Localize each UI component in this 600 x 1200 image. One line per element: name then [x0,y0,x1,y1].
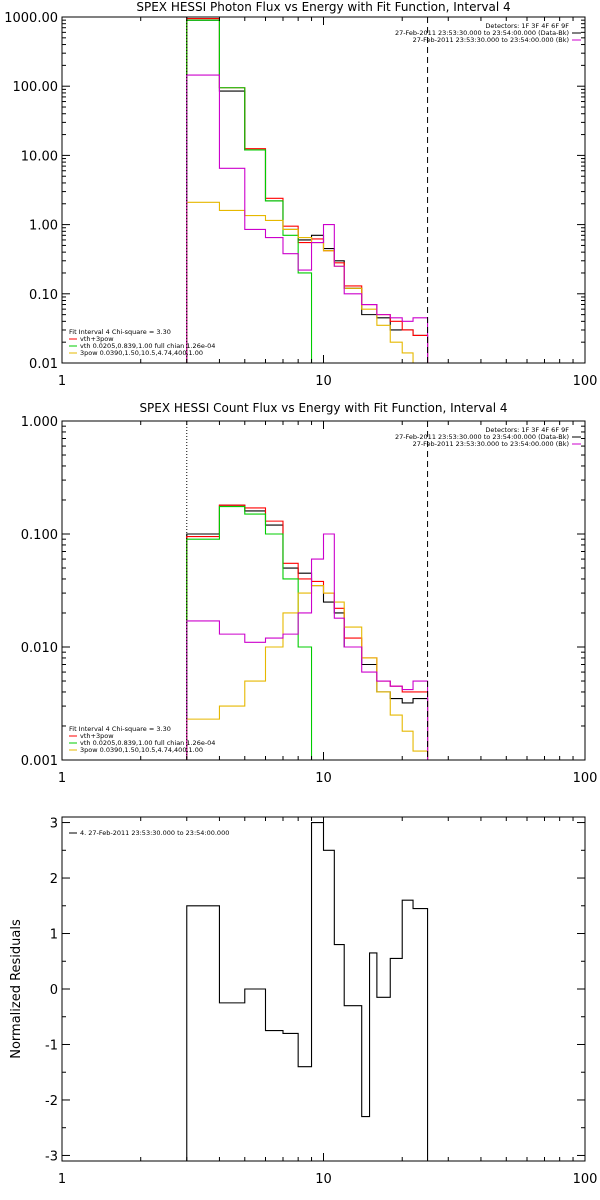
x-tick-label: 1 [58,1172,66,1187]
header-line-2: 27-Feb-2011 23:53:30.000 to 23:54:00.000… [395,29,569,37]
y-tick-label: 0.01 [29,357,58,372]
x-tick-label: 10 [315,374,332,389]
series-group [186,17,429,363]
series-line-1 [186,19,429,363]
y-tick-label: 1000.00 [4,11,58,26]
series-line-1 [186,822,429,1161]
legend-entry-3: vth 0.0205,0.839,1.00 full chian 1.26e-0… [80,342,215,350]
series-line-2 [186,504,429,760]
series-line-4 [186,584,429,760]
y-tick-label: 1.00 [29,219,58,234]
legend-entry-2: vth+3pow [80,335,114,343]
chart-panel-1: SPEX HESSI Photon Flux vs Energy with Fi… [4,0,597,389]
series-line-5 [186,533,429,760]
y-tick-label: 10.00 [21,149,58,164]
y-tick-label: 2 [50,872,58,887]
y-tick-label: 0.100 [21,528,58,543]
chart-title: SPEX HESSI Count Flux vs Energy with Fit… [139,401,507,415]
legend-entry-2: vth+3pow [80,732,114,740]
legend-entry-1: Fit Interval 4 Chi-square = 3.30 [69,328,171,336]
y-tick-label: 1.000 [21,415,58,430]
header-line-1: Detectors: 1F 3F 4F 6F 9F [485,426,569,434]
header-line-1: Detectors: 1F 3F 4F 6F 9F [485,22,569,30]
plot-frame [61,16,586,364]
y-tick-label: 100.00 [13,80,59,95]
x-tick-label: 100 [573,771,598,786]
x-tick-label: 10 [315,1172,332,1187]
series-line-4 [186,201,414,363]
series-group [186,822,429,1161]
y-tick-label: 0.001 [21,754,58,769]
y-tick-label: 3 [50,817,58,832]
header-line-3: 27-Feb-2011 23:53:30.000 to 23:54:00.000… [413,36,569,44]
header-line-3: 27-Feb-2011 23:53:30.000 to 23:54:00.000… [413,440,569,448]
y-tick-label: -3 [45,1149,58,1164]
chart-panel-2: SPEX HESSI Count Flux vs Energy with Fit… [21,401,598,786]
series-line-3 [186,505,313,760]
series-line-2 [186,17,429,363]
legend-entry-3: vth 0.0205,0.839,1.00 full chian 1.26e-0… [80,739,215,747]
series-line-3 [186,19,313,363]
series-group [186,504,429,760]
series-line-5 [186,74,429,363]
y-tick-label: -2 [45,1094,58,1109]
plot-frame [61,816,586,1162]
x-tick-label: 100 [573,374,598,389]
chart-title: SPEX HESSI Photon Flux vs Energy with Fi… [136,0,510,14]
y-tick-label: -1 [45,1038,58,1053]
series-line-1 [186,504,429,760]
legend-entry-1: Fit Interval 4 Chi-square = 3.30 [69,725,171,733]
x-tick-label: 10 [315,771,332,786]
y-tick-label: 0.10 [29,288,58,303]
legend-entry-4: 3pow 0.0390,1.50,10.5,4.74,400,1.00 [80,746,203,754]
y-axis-label: Normalized Residuals [9,919,24,1059]
x-tick-label: 1 [58,374,66,389]
header-line-2: 27-Feb-2011 23:53:30.000 to 23:54:00.000… [395,433,569,441]
y-tick-label: 0 [50,983,58,998]
legend-entry-4: 3pow 0.0390,1.50,10.5,4.74,400,1.00 [80,349,203,357]
x-tick-label: 100 [573,1172,598,1187]
y-tick-label: 1 [50,928,58,943]
y-tick-label: 0.010 [21,641,58,656]
legend-entry-1: 4. 27-Feb-2011 23:53:30.000 to 23:54:00.… [80,829,229,837]
x-tick-label: 1 [58,771,66,786]
